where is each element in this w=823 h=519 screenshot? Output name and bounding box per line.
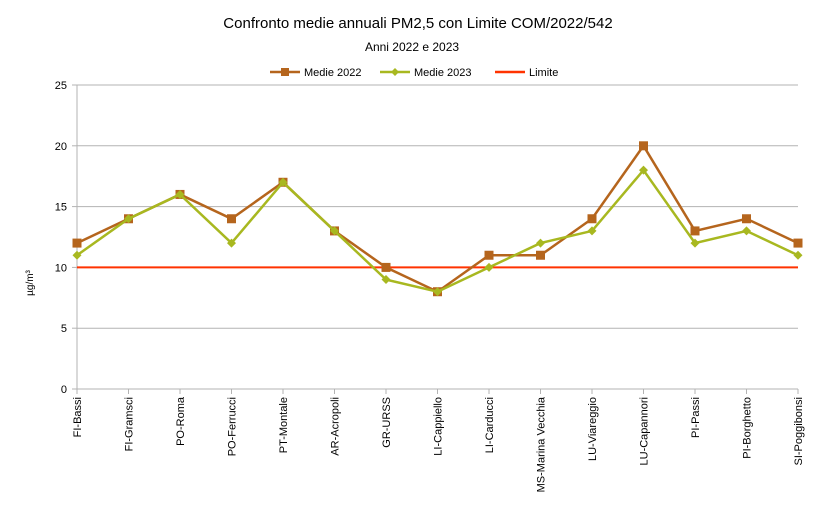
x-tick-label: LU-Capannori: [639, 397, 651, 465]
x-tick-label: FI-Bassi: [72, 397, 84, 437]
legend: Medie 2022 Medie 2023 Limite: [270, 67, 558, 79]
x-tick-label: LU-Viareggio: [587, 397, 599, 461]
x-tick-label: PI-Borghetto: [742, 397, 754, 459]
data-point: [381, 262, 391, 272]
legend-item: Medie 2022: [270, 67, 362, 79]
y-tick-label: 5: [61, 323, 67, 335]
data-point: [330, 226, 339, 236]
series-medie-2023: [72, 165, 803, 297]
y-tick-label: 25: [55, 80, 67, 92]
x-tick-label: AR-Acropoli: [330, 397, 342, 456]
data-point: [690, 226, 700, 236]
data-point: [227, 238, 236, 248]
data-point: [175, 189, 185, 199]
legend-label: Medie 2022: [304, 67, 362, 79]
x-tick-label: PT-Montale: [278, 397, 290, 453]
legend-marker: [281, 68, 289, 76]
series-medie-2022: [72, 141, 803, 297]
y-tick-label: 20: [55, 141, 67, 153]
x-tick-label: SI-Poggibonsi: [793, 397, 805, 466]
data-point: [433, 287, 442, 297]
y-axis-label: µg/m³: [25, 269, 36, 295]
legend-item: Limite: [495, 67, 558, 79]
data-point: [587, 214, 597, 224]
data-point: [227, 214, 236, 224]
x-tick-label: GR-URSS: [381, 397, 393, 448]
data-point: [639, 141, 648, 151]
data-point: [124, 214, 133, 224]
chart-title: Confronto medie annuali PM2,5 con Limite…: [223, 15, 612, 32]
data-point: [793, 238, 803, 248]
legend-marker: [391, 68, 399, 76]
legend-label: Limite: [529, 67, 558, 79]
x-tick-label: LI-Carducci: [484, 397, 496, 453]
x-tick-label: MS-Marina Vecchia: [536, 396, 548, 492]
x-tick-label: PO-Roma: [175, 396, 187, 446]
legend-item: Medie 2023: [380, 67, 472, 79]
legend-label: Medie 2023: [414, 67, 472, 79]
data-point: [278, 177, 288, 187]
data-point: [484, 262, 494, 272]
data-point: [484, 250, 494, 260]
data-point: [72, 250, 82, 260]
y-axis: 0 5 10 15 20 25: [55, 80, 77, 396]
chart-subtitle: Anni 2022 e 2023: [365, 40, 459, 54]
x-tick-label: PI-Passi: [690, 397, 702, 438]
data-point: [639, 165, 648, 175]
y-tick-label: 0: [61, 384, 67, 396]
data-point: [536, 250, 545, 260]
x-tick-label: FI-Gramsci: [124, 397, 136, 451]
data-point: [381, 275, 391, 285]
data-point: [587, 226, 597, 236]
series-line: [76, 168, 799, 294]
data-point: [690, 238, 700, 248]
data-point: [793, 250, 803, 260]
y-tick-label: 15: [55, 202, 67, 214]
data-point: [536, 238, 545, 248]
y-tick-label: 10: [55, 262, 67, 274]
data-point: [742, 226, 751, 236]
data-point: [72, 238, 82, 248]
data-point: [742, 214, 751, 224]
x-axis: FI-Bassi FI-Gramsci PO-Roma PO-Ferrucci PT-M…: [72, 389, 805, 492]
x-tick-label: PO-Ferrucci: [227, 397, 239, 456]
series-line: [76, 143, 799, 294]
series-group: [72, 141, 803, 297]
x-tick-label: LI-Cappiello: [433, 397, 445, 456]
